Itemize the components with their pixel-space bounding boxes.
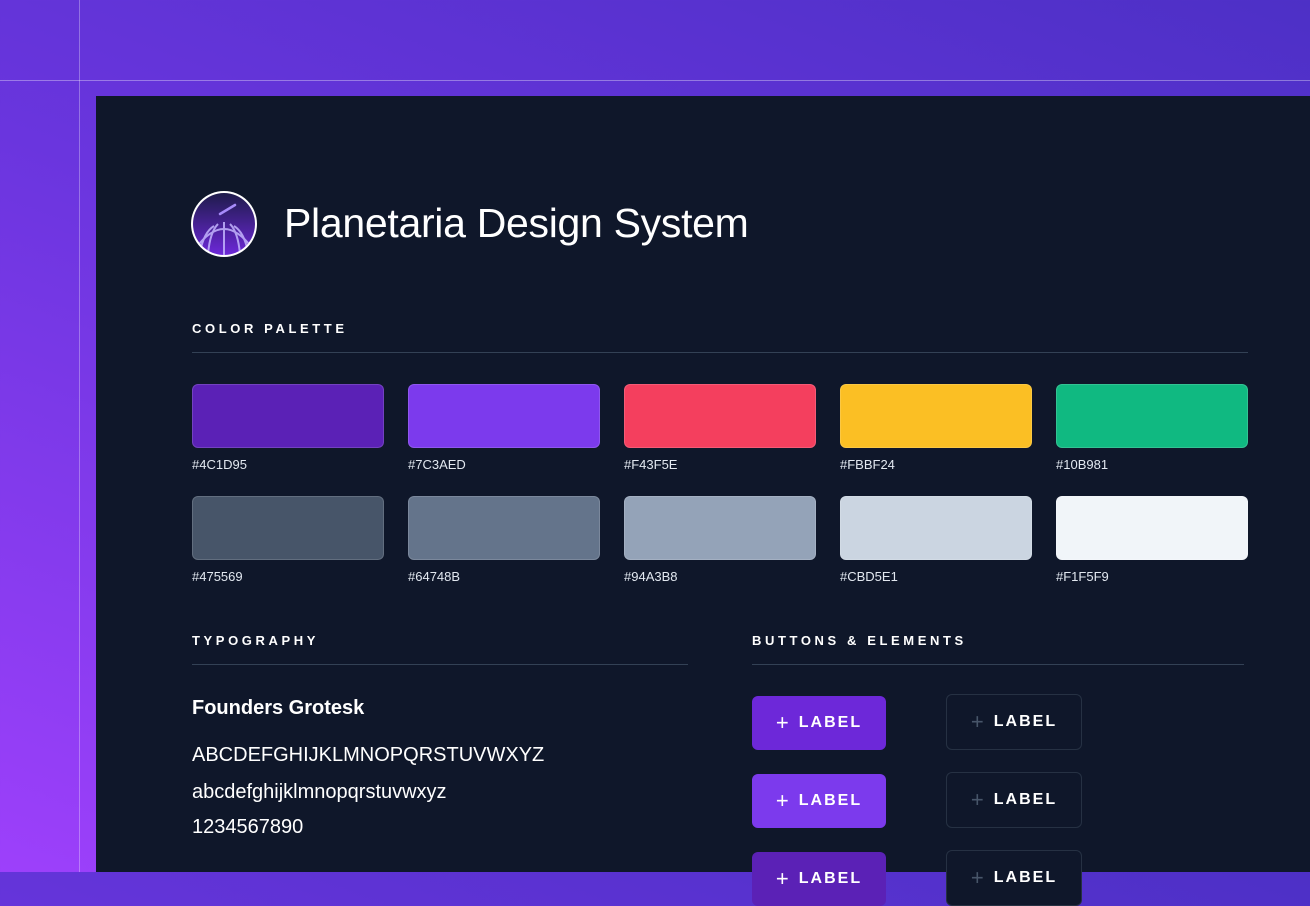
color-swatch[interactable] — [1056, 384, 1248, 448]
button-label: LABEL — [993, 713, 1058, 730]
color-swatch[interactable] — [840, 384, 1032, 448]
color-swatch[interactable] — [624, 496, 816, 560]
divider — [192, 352, 1248, 353]
swatch-hex-label: #475569 — [192, 569, 243, 584]
button-label: LABEL — [798, 792, 863, 809]
plus-icon: + — [970, 709, 984, 734]
color-swatch[interactable] — [1056, 496, 1248, 560]
swatch-hex-label: #7C3AED — [408, 457, 466, 472]
primary-button[interactable]: + LABEL — [752, 696, 886, 750]
swatch-hex-label: #FBBF24 — [840, 457, 895, 472]
color-swatch[interactable] — [624, 384, 816, 448]
primary-button[interactable]: + LABEL — [752, 852, 886, 906]
page-title: Planetaria Design System — [284, 200, 749, 246]
digits-sample: 1234567890 — [192, 816, 304, 838]
plus-icon: + — [970, 787, 984, 812]
swatch-hex-label: #F1F5F9 — [1056, 569, 1109, 584]
color-palette-heading: COLOR PALETTE — [192, 321, 348, 336]
swatch-hex-label: #F43F5E — [624, 457, 678, 472]
color-swatch[interactable] — [408, 384, 600, 448]
color-swatch[interactable] — [840, 496, 1032, 560]
plus-icon: + — [775, 866, 789, 891]
font-name: Founders Grotesk — [192, 697, 365, 719]
swatch-hex-label: #4C1D95 — [192, 457, 247, 472]
divider — [192, 664, 688, 665]
button-label: LABEL — [993, 791, 1058, 808]
guide-line-vertical — [79, 0, 80, 872]
outline-button[interactable]: + LABEL — [946, 850, 1082, 906]
plus-icon: + — [970, 865, 984, 890]
button-label: LABEL — [798, 870, 863, 887]
primary-button[interactable]: + LABEL — [752, 774, 886, 828]
plus-icon: + — [775, 710, 789, 735]
guide-line-horizontal — [0, 80, 1310, 81]
color-swatch[interactable] — [192, 496, 384, 560]
buttons-heading: BUTTONS & ELEMENTS — [752, 633, 967, 648]
typography-heading: TYPOGRAPHY — [192, 633, 320, 648]
outline-button[interactable]: + LABEL — [946, 694, 1082, 750]
uppercase-sample: ABCDEFGHIJKLMNOPQRSTUVWXYZ — [192, 744, 545, 766]
planetaria-logo-icon — [191, 191, 257, 257]
color-swatch[interactable] — [408, 496, 600, 560]
design-panel — [96, 96, 1310, 872]
outline-button[interactable]: + LABEL — [946, 772, 1082, 828]
button-label: LABEL — [798, 714, 863, 731]
color-swatch[interactable] — [192, 384, 384, 448]
swatch-hex-label: #94A3B8 — [624, 569, 678, 584]
lowercase-sample: abcdefghijklmnopqrstuvwxyz — [192, 781, 447, 803]
swatch-hex-label: #CBD5E1 — [840, 569, 898, 584]
swatch-hex-label: #10B981 — [1056, 457, 1109, 472]
plus-icon: + — [775, 788, 789, 813]
swatch-hex-label: #64748B — [408, 569, 461, 584]
divider — [752, 664, 1244, 665]
